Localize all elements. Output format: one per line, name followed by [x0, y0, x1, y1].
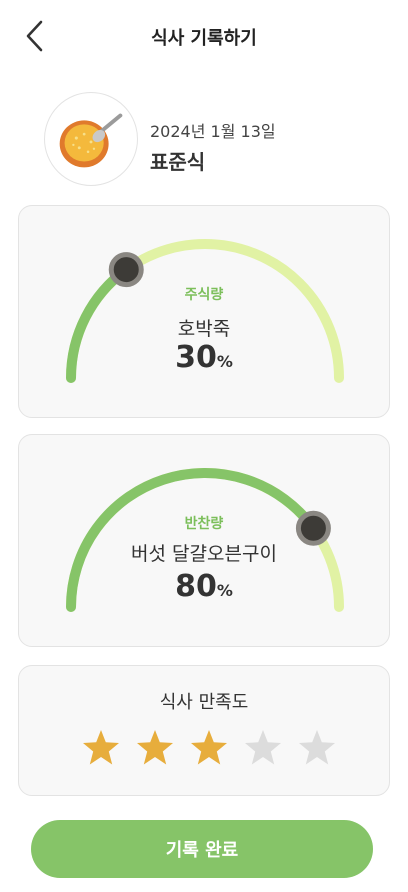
- star-2-icon[interactable]: [135, 728, 175, 768]
- side-dish-percent-unit: %: [217, 581, 233, 600]
- side-dish-gauge-card: 반찬량 버섯 달걀오븐구이 80%: [18, 434, 390, 647]
- star-3-icon[interactable]: [189, 728, 229, 768]
- meal-date: 2024년 1월 13일: [150, 118, 276, 142]
- main-dish-percent-value: 30: [175, 340, 217, 375]
- star-rating: [19, 728, 389, 768]
- star-1-icon[interactable]: [81, 728, 121, 768]
- main-dish-gauge-knob[interactable]: [111, 255, 141, 285]
- side-dish-label: 반찬량: [19, 513, 389, 533]
- main-dish-gauge-card: 주식량 호박죽 30%: [18, 205, 390, 418]
- star-4-icon[interactable]: [243, 728, 283, 768]
- main-dish-food-name: 호박죽: [19, 314, 389, 341]
- main-dish-gauge[interactable]: [19, 206, 391, 419]
- complete-record-button[interactable]: 기록 완료: [31, 820, 373, 878]
- meal-info: 2024년 1월 13일 표준식: [44, 92, 364, 188]
- side-dish-food-name: 버섯 달걀오븐구이: [19, 539, 389, 566]
- meal-type: 표준식: [150, 146, 205, 175]
- page-title: 식사 기록하기: [0, 24, 408, 50]
- side-dish-percent-value: 80: [175, 569, 217, 604]
- main-dish-percent: 30%: [19, 340, 389, 375]
- satisfaction-title: 식사 만족도: [19, 688, 389, 714]
- satisfaction-card: 식사 만족도: [18, 665, 390, 796]
- main-dish-label: 주식량: [19, 284, 389, 304]
- side-dish-percent: 80%: [19, 569, 389, 604]
- header: 식사 기록하기: [0, 0, 408, 72]
- star-5-icon[interactable]: [297, 728, 337, 768]
- porridge-bowl-icon: [44, 92, 138, 186]
- main-dish-percent-unit: %: [217, 352, 233, 371]
